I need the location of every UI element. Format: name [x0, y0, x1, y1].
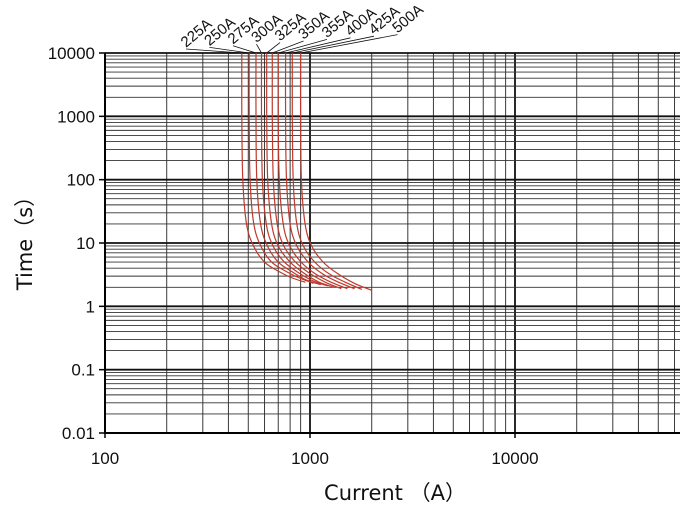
leader-line: [272, 40, 304, 54]
leader-line: [256, 44, 262, 54]
leader-line: [232, 45, 257, 54]
y-tick-label: 0.01: [62, 424, 95, 443]
curve-500a: [299, 52, 372, 291]
curves: [241, 52, 372, 291]
curve-325a: [266, 52, 335, 288]
curve-225a: [241, 52, 306, 283]
curve-400a: [284, 52, 355, 290]
leader-line: [185, 48, 242, 54]
y-axis-title: Time（s）: [13, 186, 37, 291]
grid: [104, 52, 680, 434]
curve-355a: [277, 52, 348, 290]
x-tick-label: 10000: [491, 449, 538, 468]
y-tick-label: 1: [86, 297, 95, 316]
leader-line: [278, 39, 328, 54]
curve-350a: [271, 52, 342, 290]
leader-line: [209, 47, 250, 54]
x-tick-label: 1000: [291, 449, 329, 468]
leader-line: [266, 42, 281, 54]
y-tick-label: 1000: [57, 107, 95, 126]
y-tick-label: 10000: [48, 44, 95, 63]
leader-line: [292, 35, 375, 54]
x-axis-title: Current （A）: [324, 481, 466, 505]
curve-275a: [255, 52, 322, 286]
leader-line: [285, 37, 351, 54]
y-tick-label: 0.1: [71, 361, 95, 380]
leader-line: [300, 34, 398, 54]
axes: [99, 52, 680, 438]
y-tick-label: 100: [67, 171, 95, 190]
y-tick-label: 10: [76, 234, 95, 253]
curve-300a: [260, 52, 328, 287]
tick-labels: 10000 1000 100 10 1 0.1 0.01 100 1000 10000: [48, 44, 539, 468]
curve-250a: [248, 52, 314, 284]
curve-425a: [291, 52, 363, 290]
x-tick-label: 100: [91, 449, 119, 468]
